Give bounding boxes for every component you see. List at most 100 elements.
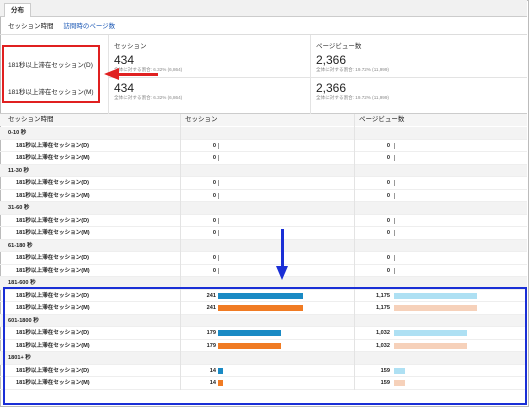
long-session-highlight-box <box>3 287 527 405</box>
table-row[interactable]: 181秒以上滞在セッション(M) 0 0 <box>0 190 527 202</box>
sessions-metric-label: セッション <box>114 43 147 50</box>
pageviews-share-m: 全体に対する割合: 19.72% (11,999) <box>316 95 389 100</box>
table-row[interactable]: 181秒以上滞在セッション(M) 14 159 <box>0 377 527 390</box>
pageviews-bar <box>394 155 395 161</box>
segment-name: 181秒以上滞在セッション(M) <box>16 305 90 311</box>
column-header-sessions[interactable]: セッション <box>180 114 354 126</box>
pageviews-value: 159 <box>380 380 390 386</box>
table-group-row[interactable]: 601-1800 秒 <box>0 314 527 327</box>
subnav-session-duration[interactable]: セッション時間 <box>8 23 54 30</box>
segment-highlight-box <box>2 45 100 103</box>
sessions-bar <box>218 217 219 224</box>
tab-distribution[interactable]: 分布 <box>4 3 31 17</box>
pageviews-bar <box>394 342 467 349</box>
table-row[interactable]: 181秒以上滞在セッション(M) 0 0 <box>0 227 527 240</box>
red-arrow-head <box>104 68 119 80</box>
sessions-bar <box>218 380 223 386</box>
segment-name: 181秒以上滞在セッション(D) <box>16 142 90 149</box>
sessions-metric-d: セッション 434 全体に対する割合: 6.32% (6,864) <box>114 40 182 73</box>
segment-name: 181秒以上滞在セッション(M) <box>16 192 90 199</box>
sessions-bar <box>218 342 282 349</box>
sessions-value: 0 <box>212 217 216 224</box>
pageviews-share-d: 全体に対する割合: 19.72% (11,999) <box>316 67 389 72</box>
pageviews-bar <box>394 367 406 374</box>
blue-arrow-head <box>276 266 288 280</box>
duration-bucket-label: 31-60 秒 <box>8 205 30 211</box>
summary-area: 181秒以上滞在セッション(D) 181秒以上滞在セッション(M) セッション … <box>0 34 527 115</box>
pageviews-metric-label: ページビュー数 <box>316 43 362 50</box>
table-row[interactable]: 181秒以上滞在セッション(D) 179 1,032 <box>0 327 527 340</box>
sessions-bar <box>218 367 223 374</box>
pageviews-value: 1,032 <box>376 330 390 336</box>
red-arrow-shaft <box>118 73 158 76</box>
column-header-pageviews[interactable]: ページビュー数 <box>354 114 527 126</box>
table-group-row[interactable]: 181-600 秒 <box>0 277 527 290</box>
table-row[interactable]: 181秒以上滞在セッション(M) 0 0 <box>0 152 527 165</box>
duration-bucket-label: 181-600 秒 <box>8 280 36 286</box>
pageviews-metric-m: 2,366 全体に対する割合: 19.72% (11,999) <box>316 82 389 101</box>
table-row[interactable]: 181秒以上滞在セッション(M) 241 1,175 <box>0 302 527 315</box>
pageviews-bar <box>394 217 395 224</box>
tab-bar: 分布 <box>0 0 527 17</box>
pageviews-value: 1,175 <box>376 305 390 311</box>
pageviews-bar <box>394 267 395 274</box>
pageviews-bar <box>394 305 477 311</box>
pageviews-bar <box>394 192 395 199</box>
sessions-bar <box>218 305 303 311</box>
blue-arrow-shaft <box>281 229 284 269</box>
sessions-bar <box>218 292 303 299</box>
table-row[interactable]: 181秒以上滞在セッション(D) 0 0 <box>0 215 527 227</box>
pageviews-value: 0 <box>386 192 390 199</box>
sessions-value: 241 <box>206 292 216 299</box>
subnav: セッション時間 訪問時のページ数 <box>8 20 123 30</box>
pageviews-bar <box>394 180 395 186</box>
duration-bucket-label: 1801+ 秒 <box>8 355 31 361</box>
sessions-bar <box>218 192 219 199</box>
table-group-row[interactable]: 61-180 秒 <box>0 239 527 252</box>
sessions-total-d: 434 <box>114 53 135 67</box>
pageviews-bar <box>394 380 406 386</box>
duration-bucket-label: 61-180 秒 <box>8 242 33 249</box>
table-row[interactable]: 181秒以上滞在セッション(D) 14 159 <box>0 365 527 377</box>
table-group-row[interactable]: 31-60 秒 <box>0 202 527 215</box>
column-header-duration[interactable]: セッション時間 <box>0 114 180 126</box>
divider <box>108 77 527 78</box>
table-row[interactable]: 181秒以上滞在セッション(M) 179 1,032 <box>0 340 527 352</box>
pageviews-bar <box>394 255 395 261</box>
segment-name: 181秒以上滞在セッション(M) <box>16 342 90 349</box>
pageviews-value: 1,175 <box>376 292 390 299</box>
segment-name: 181秒以上滞在セッション(D) <box>16 292 90 299</box>
segment-name: 181秒以上滞在セッション(M) <box>16 155 90 161</box>
sessions-value: 0 <box>212 192 216 199</box>
segment-name: 181秒以上滞在セッション(D) <box>16 367 90 374</box>
sessions-bar <box>218 255 219 261</box>
duration-bucket-label: 11-30 秒 <box>8 167 30 174</box>
subnav-pages-per-visit-link[interactable]: 訪問時のページ数 <box>63 23 116 30</box>
segment-list: 181秒以上滞在セッション(D) 181秒以上滞在セッション(M) <box>0 35 108 115</box>
sessions-value: 179 <box>206 342 216 349</box>
segment-label-d: 181秒以上滞在セッション(D) <box>8 62 93 69</box>
pageviews-total-m: 2,366 <box>316 81 347 95</box>
pageviews-value: 0 <box>386 180 390 186</box>
sessions-value: 14 <box>209 380 216 386</box>
table-row[interactable]: 181秒以上滞在セッション(D) 241 1,175 <box>0 290 527 302</box>
segment-name: 181秒以上滞在セッション(M) <box>16 380 90 386</box>
table-row[interactable]: 181秒以上滞在セッション(D) 0 0 <box>0 140 527 152</box>
pageviews-value: 159 <box>380 367 390 374</box>
table-group-row[interactable]: 0-10 秒 <box>0 127 527 140</box>
sessions-value: 0 <box>212 180 216 186</box>
sessions-value: 0 <box>212 155 216 161</box>
table-group-row[interactable]: 1801+ 秒 <box>0 352 527 365</box>
table-row[interactable]: 181秒以上滞在セッション(D) 0 0 <box>0 252 527 265</box>
segment-name: 181秒以上滞在セッション(D) <box>16 180 90 186</box>
pageviews-value: 0 <box>386 155 390 161</box>
pageviews-metric-d: ページビュー数 2,366 全体に対する割合: 19.72% (11,999) <box>316 40 389 73</box>
table-row[interactable]: 181秒以上滞在セッション(D) 0 0 <box>0 177 527 190</box>
sessions-value: 14 <box>209 367 216 374</box>
sessions-value: 0 <box>212 142 216 149</box>
segment-name: 181秒以上滞在セッション(D) <box>16 255 90 261</box>
sessions-total-m: 434 <box>114 81 135 95</box>
sessions-bar <box>218 230 219 236</box>
table-group-row[interactable]: 11-30 秒 <box>0 164 527 177</box>
table-row[interactable]: 181秒以上滞在セッション(M) 0 0 <box>0 265 527 277</box>
